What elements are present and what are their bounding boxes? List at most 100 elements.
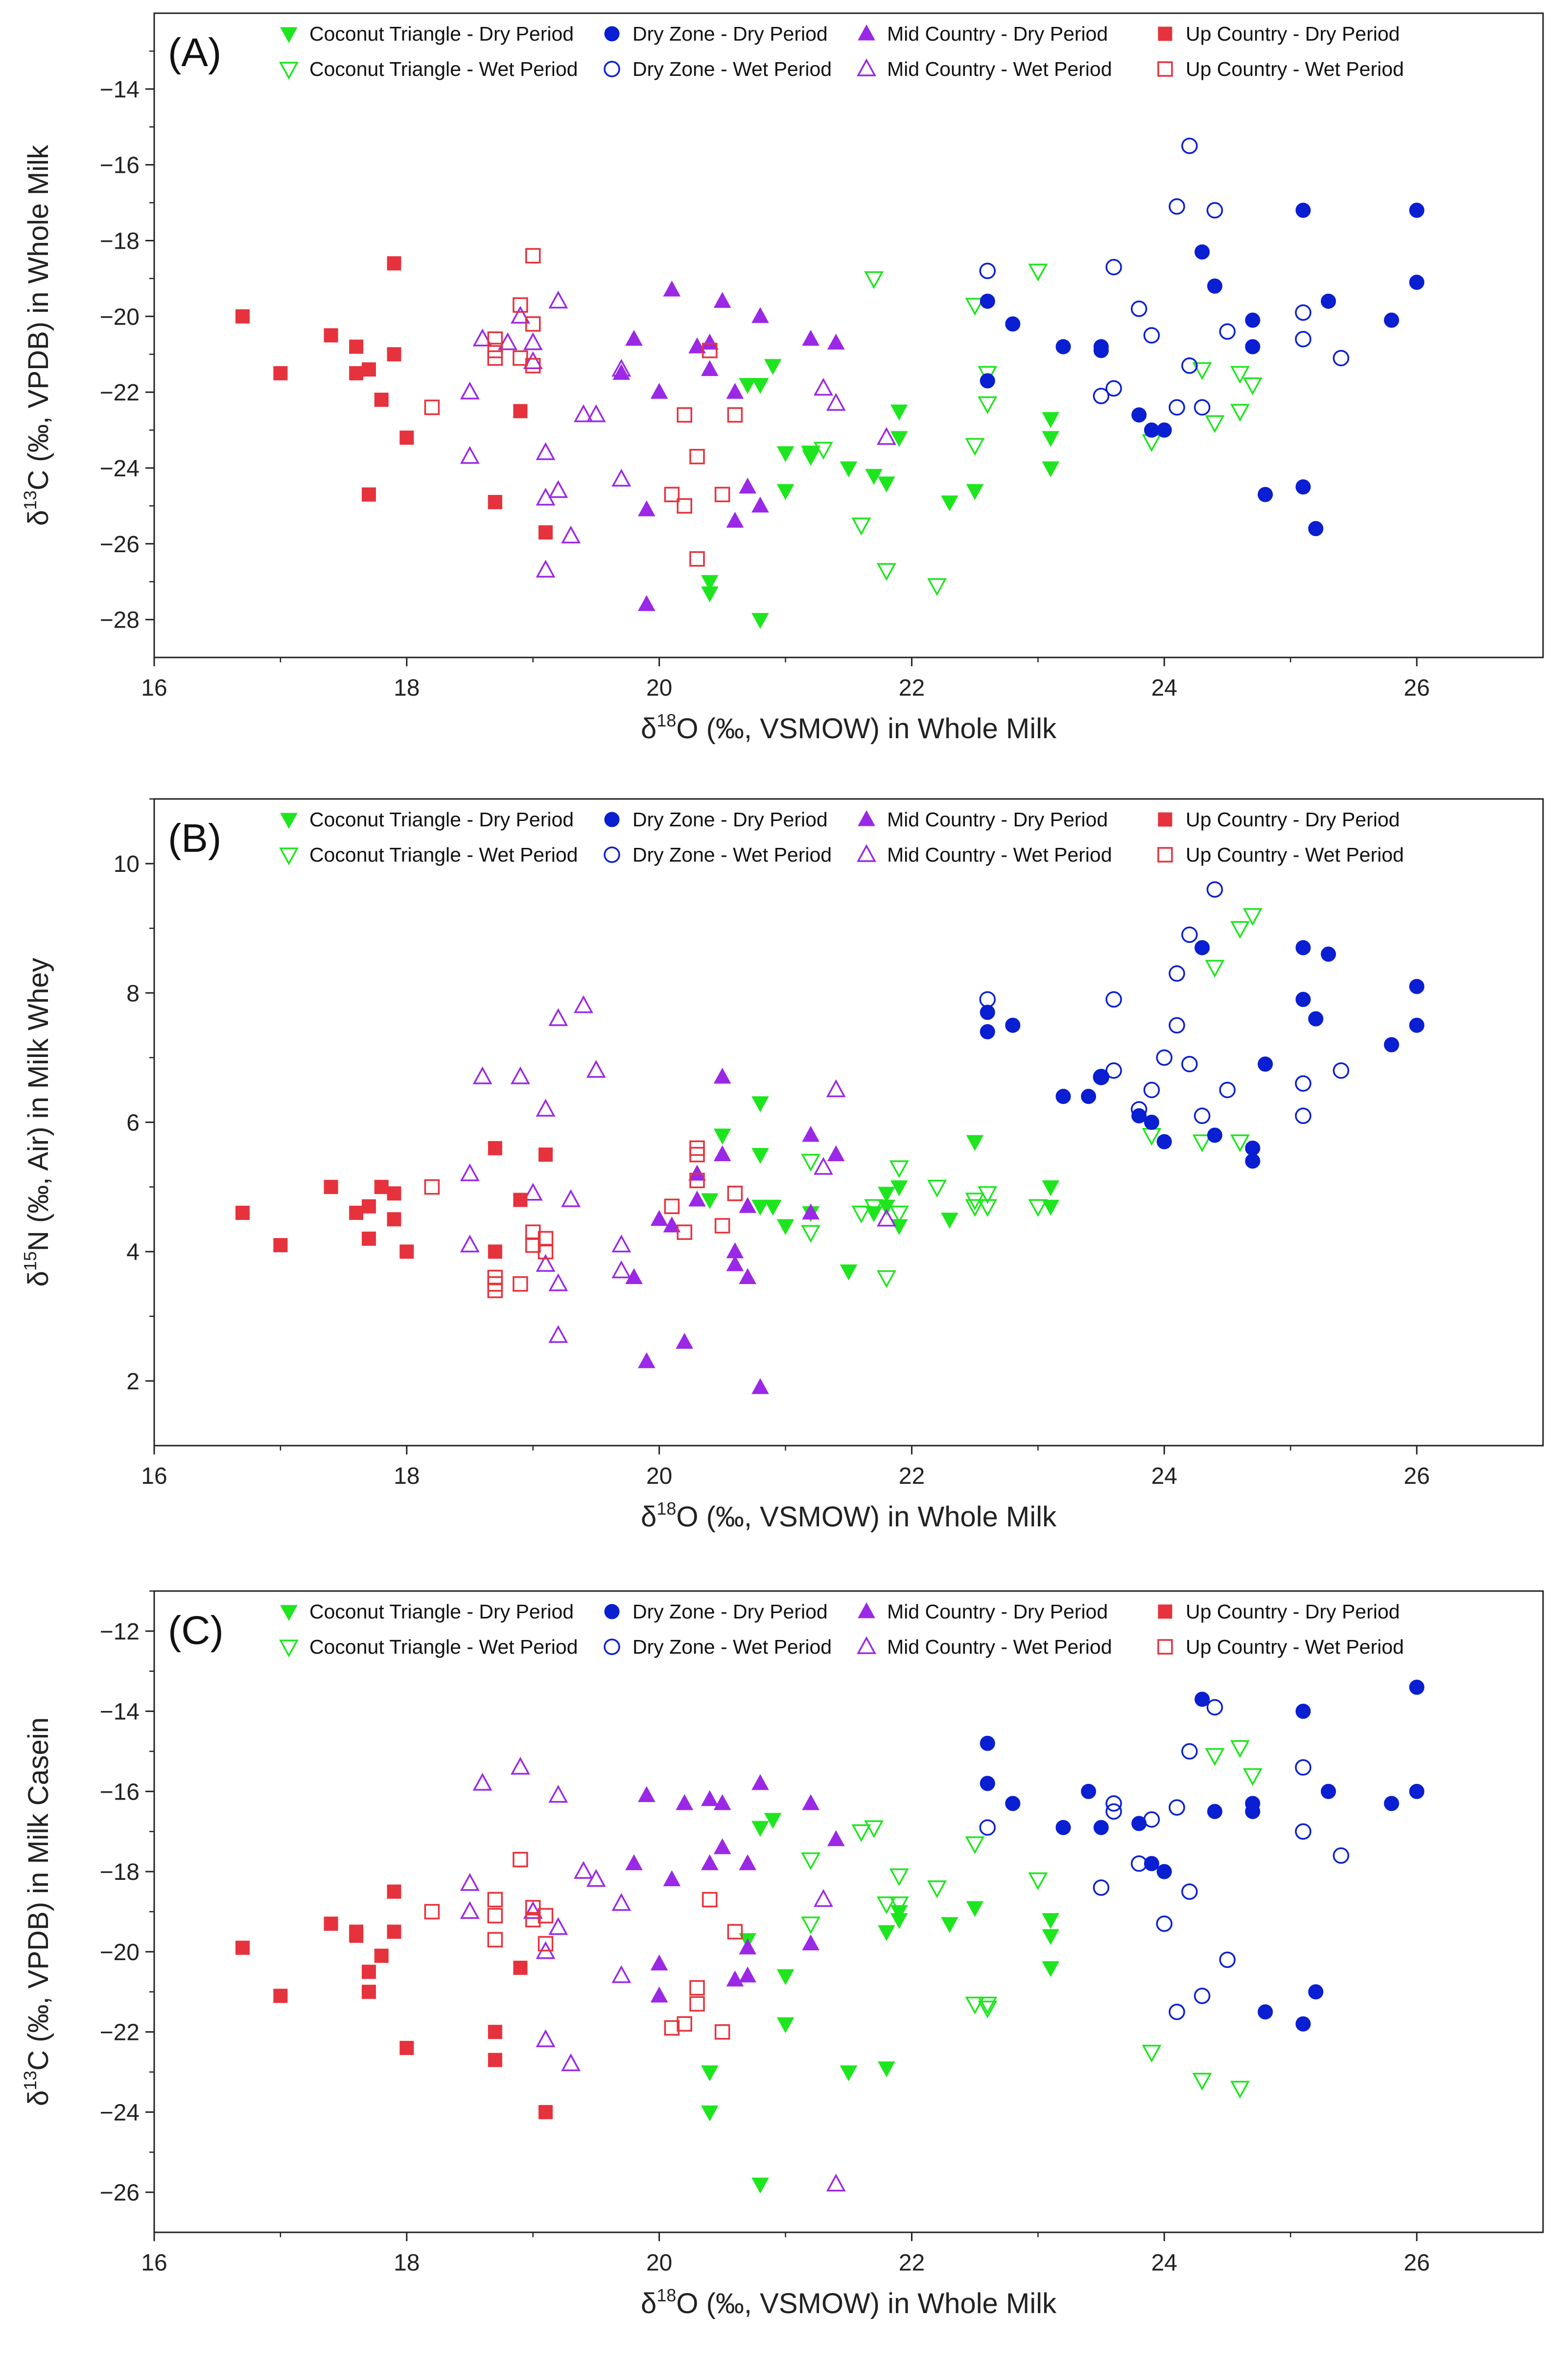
- legend-marker: [1157, 1639, 1173, 1655]
- data-point: [940, 1213, 959, 1229]
- data-point: [713, 1067, 731, 1084]
- data-point: [510, 305, 530, 324]
- data-point: [548, 1325, 568, 1343]
- data-point: [611, 1234, 632, 1253]
- data-point: [980, 1776, 995, 1791]
- data-point: [1219, 1951, 1236, 1968]
- data-point: [840, 2065, 858, 2082]
- data-point: [689, 1996, 705, 2012]
- data-point: [1295, 203, 1311, 218]
- data-point: [1042, 1180, 1059, 1196]
- data-point: [460, 381, 480, 399]
- data-point: [701, 1790, 719, 1806]
- data-point: [1295, 1823, 1311, 1840]
- x-tick-label: 18: [394, 675, 420, 701]
- data-point: [801, 1852, 821, 1871]
- legend-marker: [858, 1602, 875, 1618]
- data-point: [851, 1824, 871, 1842]
- legend-entry: Up Country - Dry Period: [1186, 23, 1400, 45]
- data-point: [235, 309, 250, 324]
- data-point: [677, 2016, 692, 2032]
- x-tick-label: 18: [394, 1463, 420, 1489]
- legend-entry: Coconut Triangle - Wet Period: [309, 1636, 578, 1658]
- data-point: [487, 1276, 503, 1292]
- x-tick-label: 26: [1404, 2250, 1429, 2276]
- data-point: [573, 404, 593, 422]
- data-point: [801, 445, 821, 464]
- data-point: [1081, 1089, 1097, 1104]
- data-point: [561, 2053, 581, 2071]
- legend: Coconut Triangle - Dry Period Dry Zone - …: [279, 808, 1404, 866]
- data-point: [802, 1203, 819, 1219]
- data-point: [548, 480, 568, 498]
- x-tick-label: 26: [1404, 1463, 1429, 1489]
- data-point: [1181, 1055, 1198, 1073]
- data-point: [1169, 2003, 1185, 2020]
- data-point: [727, 1924, 743, 1940]
- data-point: [1005, 1796, 1021, 1811]
- data-point: [361, 362, 376, 377]
- x-tick-label: 24: [1151, 2250, 1177, 2276]
- series-mid-dry: [625, 1774, 845, 2003]
- data-point: [1219, 323, 1236, 340]
- data-point: [488, 495, 502, 510]
- data-point: [273, 366, 288, 380]
- data-point: [1245, 1153, 1261, 1169]
- legend-marker: [858, 24, 875, 41]
- data-point: [1042, 1913, 1059, 1929]
- data-point: [1143, 327, 1160, 344]
- data-point: [1144, 1115, 1159, 1130]
- y-tick-label: −26: [100, 532, 140, 558]
- data-point: [498, 332, 518, 351]
- data-point: [1192, 362, 1212, 380]
- data-point: [1156, 1134, 1172, 1149]
- data-point: [776, 484, 795, 500]
- data-point: [513, 350, 528, 366]
- series-dryzone-wet: [979, 881, 1350, 1124]
- data-point: [487, 1892, 503, 1908]
- data-point: [1169, 965, 1185, 982]
- data-point: [813, 1157, 833, 1175]
- data-point: [940, 1917, 959, 1933]
- data-point: [663, 281, 681, 297]
- data-point: [387, 256, 401, 271]
- legend-entry: Up Country - Wet Period: [1186, 843, 1404, 866]
- data-point: [751, 613, 769, 629]
- data-point: [965, 1836, 985, 1854]
- data-point: [1142, 2044, 1162, 2063]
- data-point: [513, 1851, 528, 1868]
- series-coconut-wet: [801, 908, 1263, 1288]
- data-point: [1295, 304, 1311, 321]
- data-point: [802, 329, 819, 346]
- series-mid-dry: [625, 1067, 845, 1394]
- data-point: [510, 1066, 530, 1084]
- data-point: [713, 1145, 731, 1162]
- legend-marker: [604, 26, 620, 42]
- data-point: [513, 1276, 528, 1292]
- data-point: [424, 1904, 440, 1920]
- data-point: [801, 1225, 821, 1243]
- x-tick-label: 16: [141, 675, 167, 701]
- data-point: [664, 1198, 680, 1214]
- data-point: [487, 331, 503, 347]
- data-point: [751, 1774, 769, 1790]
- y-tick-label: −12: [100, 1619, 140, 1645]
- data-point: [1028, 1872, 1048, 1891]
- legend-marker: [1157, 847, 1173, 863]
- data-point: [548, 290, 568, 309]
- series-up-dry: [235, 256, 553, 540]
- data-point: [826, 393, 846, 411]
- panel-label: (B): [168, 816, 221, 861]
- series-dryzone-dry: [980, 203, 1425, 537]
- data-point: [324, 328, 338, 343]
- data-point: [387, 1924, 401, 1939]
- data-point: [1005, 316, 1021, 332]
- data-point: [713, 1794, 731, 1810]
- data-point: [1169, 1017, 1185, 1034]
- data-point: [751, 1096, 769, 1112]
- data-point: [1308, 1011, 1324, 1027]
- data-point: [689, 448, 705, 465]
- data-point: [889, 1896, 909, 1915]
- data-point: [1230, 921, 1250, 939]
- data-point: [1093, 1820, 1109, 1835]
